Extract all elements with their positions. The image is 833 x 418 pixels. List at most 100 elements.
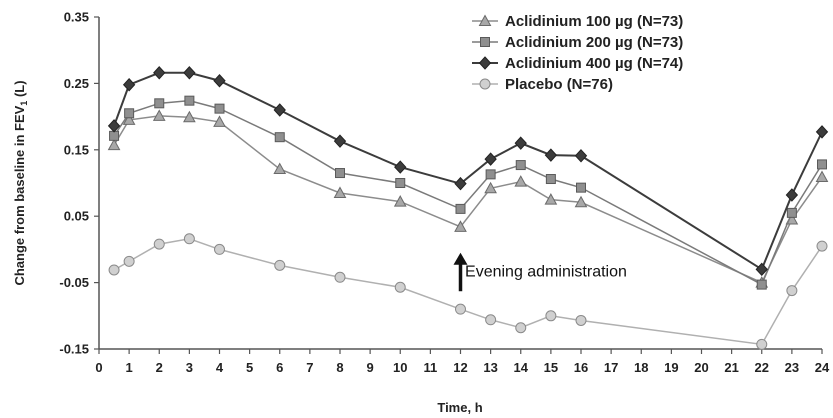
x-tick-label: 13	[483, 360, 497, 375]
data-point	[273, 162, 287, 175]
data-point	[124, 108, 135, 119]
data-point	[393, 195, 407, 207]
data-point	[575, 314, 587, 326]
series-circle	[108, 233, 828, 350]
data-point	[479, 78, 491, 90]
legend-label: Aclidinium 400 µg (N=74)	[505, 55, 683, 72]
y-axis-title-unit: (L)	[12, 80, 27, 100]
data-point	[545, 310, 557, 322]
data-point	[514, 136, 527, 150]
data-point	[153, 66, 166, 80]
legend-item: Aclidinium 200 µg (N=73)	[472, 34, 683, 51]
data-point	[213, 74, 226, 88]
data-point	[183, 66, 196, 80]
legend-label: Aclidinium 100 µg (N=73)	[505, 13, 683, 30]
data-point	[214, 103, 225, 114]
data-point	[213, 115, 226, 127]
x-tick-label: 6	[276, 360, 283, 375]
data-point	[545, 174, 556, 185]
data-point	[485, 169, 496, 180]
x-ticks: 0 1 2 3 4 5 6 7 8 9 10 11 12 13 14 15 16 17 18 19 20 21 22 23 24	[95, 349, 830, 375]
data-point	[478, 14, 492, 26]
x-tick-label: 1	[126, 360, 133, 375]
data-point	[816, 240, 828, 252]
legend-item: Aclidinium 100 µg (N=73)	[472, 13, 683, 30]
x-tick-label: 4	[216, 360, 224, 375]
x-tick-label: 11	[424, 360, 438, 375]
data-point	[786, 285, 798, 297]
data-point	[478, 56, 492, 70]
data-point	[576, 182, 586, 193]
data-point	[484, 181, 497, 194]
data-point	[183, 233, 195, 245]
data-point	[480, 37, 490, 47]
legend-item: Aclidinium 400 µg (N=74)	[472, 55, 683, 72]
data-point	[815, 125, 829, 139]
data-point	[333, 186, 347, 198]
data-point	[786, 207, 797, 218]
data-point	[273, 103, 286, 117]
x-tick-label: 12	[453, 360, 467, 375]
y-axis-title: Change from baseline in FEV1 (L)	[12, 80, 29, 285]
legend: Aclidinium 100 µg (N=73) Aclidinium 200 µ…	[472, 13, 683, 93]
y-tick-label: 0.05	[64, 209, 89, 224]
x-tick-label: 14	[514, 360, 529, 375]
data-point	[395, 178, 406, 188]
series-triangle	[107, 109, 829, 288]
x-tick-label: 3	[186, 360, 193, 375]
x-tick-label: 20	[694, 360, 708, 375]
series-line	[113, 99, 823, 286]
y-axis-title-sub: 1	[19, 101, 29, 106]
x-tick-label: 5	[246, 360, 253, 375]
data-point	[455, 203, 466, 214]
data-point	[335, 168, 345, 179]
series-line	[113, 238, 823, 346]
x-tick-label: 16	[574, 360, 588, 375]
legend-label: Placebo (N=76)	[505, 76, 613, 93]
x-tick-label: 24	[815, 360, 830, 375]
series-layer	[107, 66, 829, 350]
data-point	[394, 281, 406, 293]
data-point	[817, 159, 827, 170]
data-point	[154, 98, 165, 109]
x-axis-title: Time, h	[437, 400, 482, 415]
data-point	[122, 77, 136, 92]
data-point	[152, 109, 166, 121]
data-point	[455, 303, 466, 315]
data-point	[514, 175, 528, 187]
x-tick-label: 8	[336, 360, 343, 375]
data-point	[755, 262, 768, 277]
x-tick-label: 2	[156, 360, 163, 375]
series-line	[113, 115, 823, 284]
data-point	[274, 259, 286, 271]
data-point	[544, 148, 558, 162]
x-tick-label: 7	[306, 360, 313, 375]
data-point	[394, 160, 407, 174]
data-point	[123, 255, 135, 267]
x-tick-label: 18	[634, 360, 648, 375]
x-tick-label: 21	[724, 360, 738, 375]
legend-label: Aclidinium 200 µg (N=73)	[505, 34, 683, 51]
data-point	[756, 279, 767, 290]
data-point	[107, 138, 121, 151]
data-point	[484, 152, 497, 166]
data-point	[515, 322, 527, 334]
x-tick-label: 10	[393, 360, 407, 375]
y-tick-label: 0.35	[64, 10, 89, 25]
data-point	[485, 314, 497, 326]
data-point	[107, 119, 121, 133]
x-tick-label: 19	[664, 360, 678, 375]
annotation-text: Evening administration	[465, 263, 627, 280]
data-point	[756, 338, 768, 350]
data-point	[274, 132, 285, 143]
annotation-layer: Evening administration	[453, 252, 627, 292]
data-point	[153, 238, 165, 250]
legend-item: Placebo (N=76)	[472, 76, 613, 93]
data-point	[334, 271, 346, 283]
data-point	[454, 220, 467, 232]
x-tick-label: 0	[95, 360, 102, 375]
data-point	[574, 195, 588, 208]
y-axis-title-main: Change from baseline in FEV	[12, 105, 27, 285]
x-tick-label: 9	[367, 360, 374, 375]
